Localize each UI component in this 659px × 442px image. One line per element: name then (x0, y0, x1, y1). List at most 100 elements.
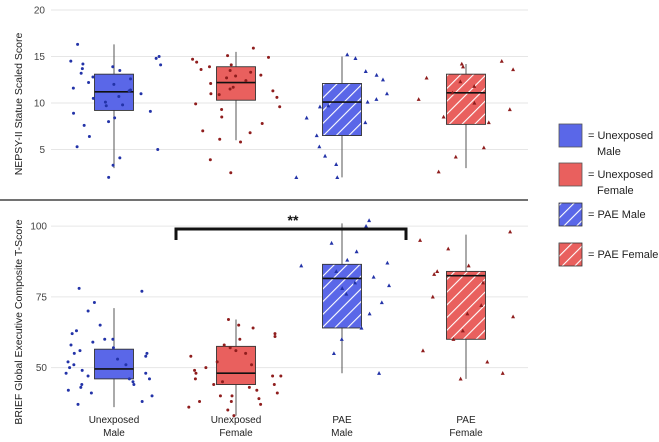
data-point-0-2-9 (384, 91, 389, 96)
data-point-0-1-28 (228, 87, 232, 91)
data-point-0-1-22 (191, 57, 195, 61)
data-point-0-3-6 (416, 97, 421, 101)
top-panel-nepsy: 5 10 15 20 (34, 6, 528, 179)
data-point-0-2-3 (314, 133, 319, 138)
data-point-0-1-30 (228, 68, 232, 72)
data-point-0-0-32 (80, 67, 84, 71)
data-point-1-3-16 (465, 311, 470, 316)
data-point-0-1-24 (251, 46, 255, 50)
data-point-0-1-11 (271, 89, 275, 93)
data-point-1-1-15 (193, 368, 197, 372)
data-point-1-1-2 (187, 405, 191, 409)
data-point-1-2-0 (377, 371, 382, 375)
data-point-0-0-11 (139, 92, 143, 96)
data-point-0-1-8 (194, 102, 198, 106)
data-point-0-1-21 (195, 60, 199, 64)
data-point-0-0-1 (118, 156, 122, 160)
data-point-1-1-20 (228, 346, 232, 350)
data-point-0-2-17 (326, 103, 331, 108)
legend: = Unexposed Male = Unexposed Female = PA… (558, 123, 658, 267)
data-point-1-0-7 (131, 380, 135, 384)
box-0-2 (322, 83, 362, 137)
data-point-1-0-33 (72, 351, 76, 355)
x-label-1-line1: Unexposed (211, 415, 262, 426)
data-point-0-1-17 (249, 70, 253, 74)
data-point-1-1-16 (204, 366, 208, 370)
box-1-1 (216, 345, 256, 385)
data-point-0-1-3 (218, 137, 222, 141)
data-point-0-3-15 (461, 64, 466, 69)
data-point-1-1-25 (226, 317, 230, 321)
data-point-1-2-18 (340, 286, 345, 290)
data-point-0-3-10 (424, 75, 429, 80)
data-point-0-1-20 (229, 63, 233, 67)
data-point-1-1-8 (255, 388, 259, 392)
data-point-1-2-17 (367, 218, 372, 223)
data-point-0-0-25 (107, 175, 111, 179)
data-point-1-0-35 (74, 329, 78, 333)
y-tick-label-1-0: 50 (36, 363, 48, 374)
data-point-1-2-13 (345, 257, 350, 262)
data-point-0-0-31 (91, 75, 95, 79)
data-point-1-0-4 (66, 388, 70, 392)
data-point-0-1-14 (244, 79, 248, 83)
data-point-1-1-7 (275, 391, 279, 395)
legend-label-1-line1: = Unexposed (588, 169, 653, 181)
data-point-0-3-1 (453, 154, 458, 159)
data-point-0-1-12 (231, 85, 235, 89)
data-point-0-3-8 (472, 84, 477, 88)
data-point-1-2-15 (329, 240, 334, 245)
data-point-0-1-23 (226, 54, 230, 58)
data-point-0-0-22 (154, 56, 158, 60)
data-point-1-0-8 (127, 377, 131, 381)
data-point-1-0-19 (78, 349, 82, 353)
data-point-1-3-14 (418, 238, 423, 242)
data-point-0-1-2 (239, 140, 243, 144)
data-point-1-0-10 (86, 374, 90, 378)
data-point-1-3-6 (511, 314, 516, 319)
data-point-1-2-6 (344, 291, 349, 296)
data-point-0-1-4 (201, 129, 205, 133)
data-point-1-2-14 (354, 249, 359, 254)
y-tick-label-0-0: 5 (39, 145, 45, 156)
data-point-1-1-21 (222, 343, 226, 347)
data-point-1-2-9 (371, 274, 376, 279)
data-point-0-2-2 (317, 144, 322, 149)
data-point-1-3-10 (432, 272, 437, 276)
x-label-2-line1: PAE (332, 415, 352, 426)
data-point-0-1-25 (248, 131, 252, 135)
data-point-1-2-2 (339, 337, 344, 341)
data-point-1-0-1 (140, 400, 144, 404)
data-point-1-0-31 (64, 371, 68, 375)
top-y-axis-label: NEPSY-II Statue Scaled Score (13, 33, 25, 176)
data-point-1-3-15 (508, 229, 513, 234)
data-point-0-1-31 (266, 55, 270, 59)
data-point-0-0-15 (87, 81, 91, 85)
data-point-0-2-11 (374, 72, 379, 77)
data-point-1-1-6 (218, 394, 222, 398)
data-point-0-1-13 (209, 81, 213, 85)
data-point-1-0-20 (111, 346, 115, 350)
data-point-1-1-4 (229, 400, 233, 404)
bottom-y-axis-label: BRIEF Global Executive Composite T-Score (13, 219, 25, 424)
data-point-0-0-26 (156, 148, 160, 151)
data-point-1-0-17 (144, 354, 148, 358)
data-point-1-0-23 (111, 337, 115, 341)
data-point-1-1-31 (251, 326, 255, 330)
data-point-1-3-13 (446, 246, 451, 251)
legend-label-3-line1: = PAE Female (588, 249, 658, 261)
data-point-0-3-12 (459, 61, 464, 66)
data-point-0-3-5 (507, 107, 512, 112)
data-point-0-0-28 (104, 104, 108, 108)
data-point-1-0-22 (91, 340, 95, 344)
data-point-0-1-9 (275, 95, 279, 99)
data-point-0-0-17 (79, 71, 83, 75)
data-point-1-1-29 (234, 349, 238, 353)
data-point-1-0-18 (145, 351, 149, 355)
data-point-1-1-0 (232, 414, 236, 418)
legend-label-0-line2: Male (597, 146, 621, 158)
data-point-1-2-5 (379, 300, 384, 305)
data-point-1-1-3 (259, 402, 263, 406)
y-tick-label-0-3: 20 (34, 6, 46, 17)
data-point-1-0-32 (124, 363, 128, 367)
